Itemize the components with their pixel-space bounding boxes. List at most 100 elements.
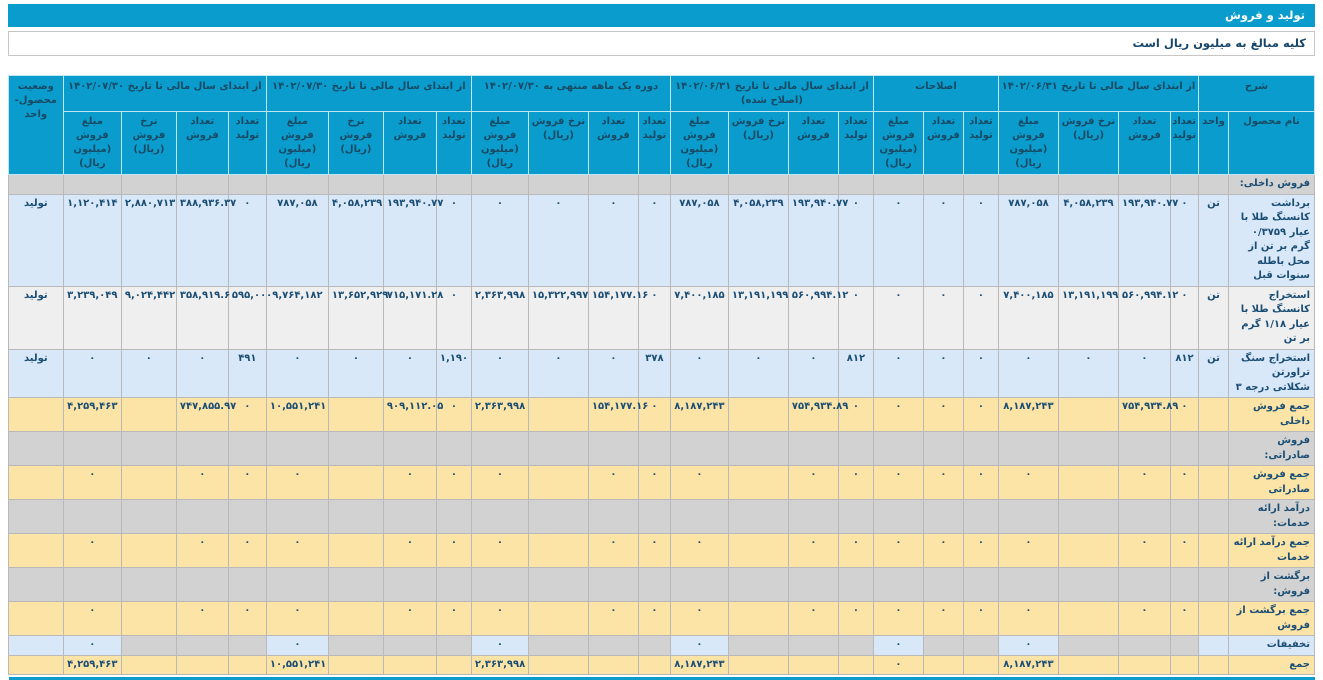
value-cell: [382, 654, 437, 675]
value-cell: ۰: [1169, 465, 1199, 500]
value-cell: [837, 567, 874, 602]
value-cell: [327, 465, 384, 500]
value-cell: ۰: [872, 635, 924, 656]
value-cell: ۴۹۱: [227, 348, 267, 398]
value-cell: [62, 567, 122, 602]
value-cell: [527, 567, 589, 602]
value-cell: [265, 174, 329, 195]
value-cell: [787, 654, 839, 675]
value-cell: ۰: [922, 465, 964, 500]
value-cell: ۰: [62, 635, 122, 656]
value-cell: [997, 431, 1059, 466]
label-cell: جمع درآمد ارائه خدمات: [1228, 533, 1315, 568]
value-cell: ۱۰,۵۵۱,۲۴۱: [265, 397, 329, 432]
value-cell: ۲,۳۶۳,۹۹۸: [470, 397, 529, 432]
value-cell: ۰: [962, 533, 999, 568]
value-cell: ۰: [922, 397, 964, 432]
label-cell: برگشت از فروش:: [1228, 567, 1315, 602]
value-cell: [527, 431, 589, 466]
value-cell: [175, 174, 229, 195]
table-body: فروش داخلی: برداشت کانسنگ طلا با عیار ۰/۳…: [7, 174, 1315, 675]
value-cell: [327, 533, 384, 568]
value-cell: ۰: [1169, 397, 1199, 432]
status-cell: [7, 567, 64, 602]
value-cell: ۰: [435, 601, 472, 636]
column-header: تعداد فروش: [175, 111, 229, 175]
value-cell: [669, 567, 729, 602]
value-cell: ۰: [435, 397, 472, 432]
value-cell: ۰: [787, 465, 839, 500]
unit-cell: [1197, 174, 1230, 195]
value-cell: [120, 465, 177, 500]
value-cell: [1117, 431, 1171, 466]
gray-row: استخراج کانسنگ طلا با عیار ۱/۱۸ گرم بر ت…: [7, 285, 1315, 350]
value-cell: ۰: [62, 348, 122, 398]
column-header: مبلغ فروش (میلیون ریال): [872, 111, 924, 175]
total-row: جمع برگشت از فروش ۰ ۰ ۰ ۰ ۰ ۰ ۰ ۰ ۰ ۰ ۰ ۰ ۰ ۰ ۰ ۰ ۰ ۰: [7, 601, 1315, 636]
section-row: درآمد ارائه خدمات:: [7, 499, 1315, 534]
column-header: تعداد تولید: [837, 111, 874, 175]
status-cell: [7, 174, 64, 195]
column-group-header: از ابتدای سال مالی تا تاریخ ۱۴۰۲/۰۷/۳۰: [62, 75, 267, 112]
unit-cell: تن: [1197, 285, 1230, 350]
value-cell: [327, 601, 384, 636]
value-cell: [527, 635, 589, 656]
value-cell: [727, 533, 789, 568]
value-cell: [962, 174, 999, 195]
value-cell: ۰: [435, 533, 472, 568]
unit-cell: [1197, 499, 1230, 534]
value-cell: [470, 174, 529, 195]
value-cell: [1057, 499, 1119, 534]
value-cell: [1057, 465, 1119, 500]
value-cell: [527, 601, 589, 636]
column-header: تعداد فروش: [587, 111, 639, 175]
value-cell: [669, 174, 729, 195]
value-cell: [1057, 654, 1119, 675]
value-cell: ۱۰,۵۵۱,۲۴۱: [265, 654, 329, 675]
value-cell: [120, 635, 177, 656]
value-cell: ۰: [1117, 533, 1171, 568]
value-cell: ۰: [470, 601, 529, 636]
value-cell: [120, 567, 177, 602]
value-cell: ۰: [727, 348, 789, 398]
column-header: نرخ فروش (ریال): [527, 111, 589, 175]
value-cell: [1169, 567, 1199, 602]
column-header: تعداد تولید: [1169, 111, 1199, 175]
status-cell: [7, 431, 64, 466]
value-cell: ۲,۸۸۰,۷۱۳: [120, 193, 177, 287]
value-cell: [637, 499, 671, 534]
value-cell: ۲,۳۶۳,۹۹۸: [470, 285, 529, 350]
value-cell: ۰: [327, 348, 384, 398]
column-group-header: از ابتدای سال مالی تا تاریخ ۱۴۰۲/۰۷/۳۰: [265, 75, 472, 112]
value-cell: [470, 567, 529, 602]
value-cell: ۰: [587, 533, 639, 568]
value-cell: [837, 499, 874, 534]
column-header: تعداد فروش: [1117, 111, 1171, 175]
unit-cell: [1197, 397, 1230, 432]
value-cell: ۳۷۸: [637, 348, 671, 398]
column-header: واحد: [1197, 111, 1230, 175]
value-cell: ۰: [997, 533, 1059, 568]
column-header: نرخ فروش (ریال): [327, 111, 384, 175]
section-row: فروش صادراتی:: [7, 431, 1315, 466]
value-cell: [787, 567, 839, 602]
value-cell: ۸۱۲: [837, 348, 874, 398]
column-header: تعداد تولید: [227, 111, 267, 175]
value-cell: [327, 654, 384, 675]
value-cell: ۷۸۷,۰۵۸: [669, 193, 729, 287]
value-cell: [872, 431, 924, 466]
label-cell: جمع: [1228, 654, 1315, 675]
value-cell: ۰: [382, 348, 437, 398]
label-cell: تخفیفات: [1228, 635, 1315, 656]
value-cell: [227, 654, 267, 675]
value-cell: ۰: [227, 193, 267, 287]
value-cell: ۱۹۳,۹۴۰.۷۷: [1117, 193, 1178, 287]
amounts-unit-note: کلیه مبالغ به میلیون ریال است: [8, 31, 1315, 56]
value-cell: [382, 431, 437, 466]
value-cell: ۱۳,۱۹۱,۱۹۹: [727, 285, 789, 350]
value-cell: [872, 499, 924, 534]
value-cell: [62, 499, 122, 534]
status-cell: [7, 397, 64, 432]
value-cell: ۰: [637, 465, 671, 500]
column-header: تعداد فروش: [787, 111, 839, 175]
